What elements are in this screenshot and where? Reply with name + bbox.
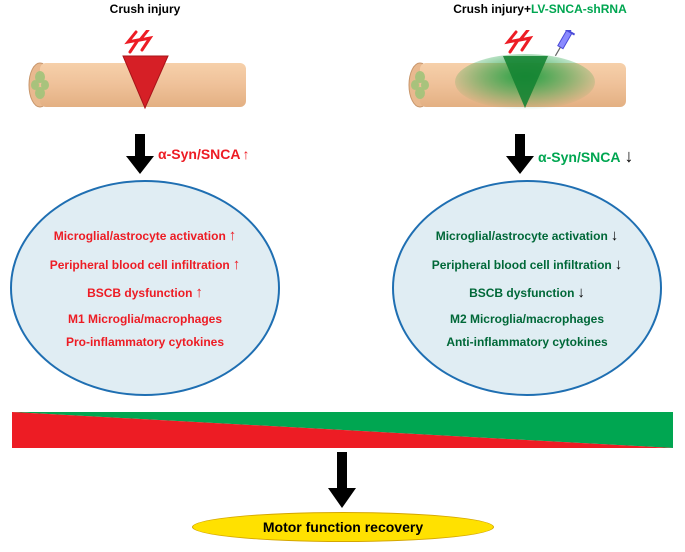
trend-arrow-icon: ↓ bbox=[611, 227, 619, 244]
oval-line: BSCB dysfunction↓ bbox=[469, 279, 585, 308]
oval-line-text: Microglial/astrocyte activation bbox=[436, 229, 608, 243]
bottom-down-arrow-icon bbox=[328, 452, 356, 508]
oval-line-text: M1 Microglia/macrophages bbox=[68, 312, 222, 326]
left-oval-content: Microglial/astrocyte activation↑Peripher… bbox=[12, 182, 278, 394]
oval-line-text: BSCB dysfunction bbox=[469, 286, 574, 300]
oval-line: M1 Microglia/macrophages bbox=[68, 308, 222, 331]
left-lightning-icon bbox=[128, 30, 150, 52]
right-title-suffix: LV-SNCA-shRNA bbox=[531, 2, 627, 16]
right-snca-label: α-Syn/SNCA↓ bbox=[538, 146, 634, 167]
left-down-arrow-icon bbox=[126, 134, 154, 174]
right-snca-arrow: ↓ bbox=[625, 146, 634, 166]
oval-line-text: Peripheral blood cell infiltration bbox=[432, 258, 612, 272]
left-oval: Microglial/astrocyte activation↑Peripher… bbox=[10, 180, 280, 396]
oval-line-text: Microglial/astrocyte activation bbox=[54, 229, 226, 243]
oval-line: Anti-inflammatory cytokines bbox=[446, 331, 607, 354]
oval-line-text: M2 Microglia/macrophages bbox=[450, 312, 604, 326]
right-oval: Microglial/astrocyte activation↓Peripher… bbox=[392, 180, 662, 396]
trend-arrow-icon: ↑ bbox=[229, 227, 237, 244]
oval-line: Pro-inflammatory cytokines bbox=[66, 331, 224, 354]
oval-line: M2 Microglia/macrophages bbox=[450, 308, 604, 331]
right-down-arrow-icon bbox=[506, 134, 534, 174]
oval-line: Microglial/astrocyte activation↑ bbox=[54, 222, 237, 251]
right-lightning-icon bbox=[508, 30, 530, 52]
oval-line-text: Pro-inflammatory cytokines bbox=[66, 335, 224, 349]
right-cord bbox=[408, 30, 658, 120]
gradient-bar bbox=[12, 412, 673, 448]
right-title-prefix: Crush injury+ bbox=[453, 2, 531, 16]
motor-label: Motor function recovery bbox=[263, 519, 423, 535]
oval-line: BSCB dysfunction↑ bbox=[87, 279, 203, 308]
trend-arrow-icon: ↑ bbox=[233, 256, 241, 273]
motor-oval: Motor function recovery bbox=[192, 512, 494, 542]
trend-arrow-icon: ↓ bbox=[577, 284, 585, 301]
left-cord bbox=[28, 30, 258, 120]
oval-line: Microglial/astrocyte activation↓ bbox=[436, 222, 619, 251]
trend-arrow-icon: ↑ bbox=[195, 284, 203, 301]
oval-line-text: Peripheral blood cell infiltration bbox=[50, 258, 230, 272]
left-title: Crush injury bbox=[95, 2, 195, 16]
right-snca-text: α-Syn/SNCA bbox=[538, 149, 621, 165]
left-snca-arrow: ↑ bbox=[243, 146, 250, 162]
left-snca-text: α-Syn/SNCA bbox=[158, 146, 241, 162]
oval-line-text: Anti-inflammatory cytokines bbox=[446, 335, 607, 349]
syringe-icon bbox=[550, 30, 577, 59]
right-oval-content: Microglial/astrocyte activation↓Peripher… bbox=[394, 182, 660, 394]
left-snca-label: α-Syn/SNCA↑ bbox=[158, 146, 250, 162]
right-title: Crush injury+LV-SNCA-shRNA bbox=[430, 2, 650, 16]
trend-arrow-icon: ↓ bbox=[615, 256, 623, 273]
oval-line: Peripheral blood cell infiltration↑ bbox=[50, 251, 241, 280]
oval-line: Peripheral blood cell infiltration↓ bbox=[432, 251, 623, 280]
oval-line-text: BSCB dysfunction bbox=[87, 286, 192, 300]
left-title-text: Crush injury bbox=[110, 2, 181, 16]
